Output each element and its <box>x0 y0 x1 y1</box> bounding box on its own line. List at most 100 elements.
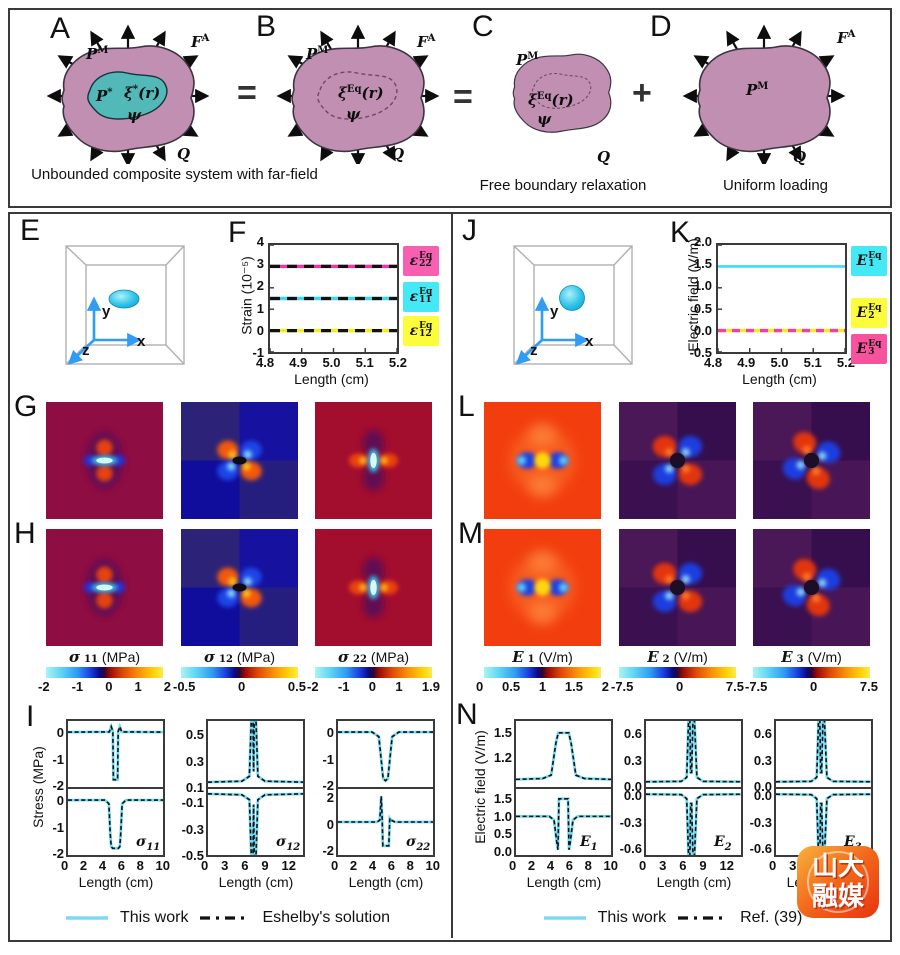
legend-this-work: This work <box>597 909 667 926</box>
label-d-pm: PM <box>746 81 769 99</box>
chip-eps11: ε Eq 11 <box>403 282 439 312</box>
blob-b-graphic <box>276 24 440 164</box>
heatmap-lobes <box>619 402 736 519</box>
caption-a: Unbounded composite system with far-fiel… <box>31 166 318 183</box>
n3-top-yticks: 0.6 0.3 0.0 <box>753 726 772 794</box>
operator-plus: + <box>632 74 652 112</box>
legend-eshelby: Eshelby's solution <box>262 909 391 926</box>
n1-tag: E1 <box>580 834 598 853</box>
colorbar-ticks-sigma22: -2 -1 0 1 1.9 <box>307 679 440 694</box>
k-plot <box>716 243 847 354</box>
axis-x-label: x <box>585 333 594 350</box>
panel-letter-k: K <box>670 216 691 249</box>
axis-z-label: z <box>82 342 90 359</box>
n2-tag: E2 <box>714 834 732 853</box>
heatmap-h-sigma12 <box>181 529 298 646</box>
legend-this-work: This work <box>119 909 189 926</box>
heatmap-g-sigma11 <box>46 402 163 519</box>
label-b-pm: PM <box>306 45 329 63</box>
f-xlabel: Length (cm) <box>294 371 369 387</box>
chip-eps12: ε Eq 12 <box>403 316 439 346</box>
i3-tag: σ22 <box>406 834 431 853</box>
i2-top-yticks: 0.5 0.3 0.1 <box>185 727 204 795</box>
n1-xlabel: Length (cm) <box>526 874 602 890</box>
heatmap-h-sigma22 <box>315 529 432 646</box>
legend-ref: Ref. (39) <box>740 909 803 926</box>
i1-top-yticks: 0 -1 -2 <box>52 725 64 793</box>
heatmap-lobes <box>753 402 870 519</box>
f-plot-canvas <box>270 245 397 352</box>
axis-x-label: x <box>137 333 146 350</box>
watermark-badge <box>797 846 879 918</box>
label-a-fa: FA <box>191 33 210 51</box>
label-c-psi: ψ <box>537 110 552 128</box>
legend-left: This work Eshelby's solution <box>10 906 444 930</box>
i3-xticks: 0 2 4 6 8 10 <box>331 858 440 873</box>
panel-letter-l: L <box>458 390 475 423</box>
plot-sigma12 <box>206 719 305 857</box>
center-divider <box>451 212 453 938</box>
panel-letter-f: F <box>228 216 247 249</box>
heatmap-m-e2 <box>619 529 736 646</box>
n2-top-yticks: 0.6 0.3 0.0 <box>623 726 642 794</box>
plot-sigma22 <box>336 719 435 857</box>
axis-y-label: y <box>102 303 111 320</box>
colorbar-ticks-e3: -7.5 0 7.5 <box>745 679 878 694</box>
f-yticks: 4 3 2 1 0 -1 <box>252 234 264 360</box>
this-work-line-sample <box>543 916 586 920</box>
i1-xlabel: Length (cm) <box>78 874 154 890</box>
colorbar-ticks-sigma11: -2 -1 0 1 2 <box>38 679 171 694</box>
cube-e-graphic: y x z <box>65 245 185 365</box>
label-a-q: Q <box>177 145 191 163</box>
n3-bot-yticks: 0.0 -0.3 -0.6 <box>749 788 772 856</box>
k-xticks: 4.8 4.9 5.0 5.1 5.2 <box>704 355 855 370</box>
i3-xlabel: Length (cm) <box>348 874 424 890</box>
watermark-text: 山大 融媒 <box>811 851 864 911</box>
blob-a-graphic <box>46 24 210 164</box>
axis-y-label: y <box>550 303 559 320</box>
k-yticks: 2.0 1.5 1.0 0.5 0.0 -0.5 <box>689 234 712 360</box>
f-xticks: 4.8 4.9 5.0 5.1 5.2 <box>256 355 407 370</box>
heatmap-lobes <box>181 402 298 519</box>
colorbar-ticks-e1: 0 0.5 1 1.5 2 <box>476 679 609 694</box>
colorbar-sigma22 <box>315 667 432 678</box>
legend-right: This work Ref. (39) <box>454 906 890 930</box>
blob-d-graphic <box>682 24 846 164</box>
colorbar-ticks-sigma12: -0.5 0 0.5 <box>173 679 306 694</box>
heatmap-h-sigma11 <box>46 529 163 646</box>
watermark-logo: 山大 融媒 <box>796 845 880 919</box>
this-work-line-sample <box>65 916 108 920</box>
panel-letter-j: J <box>462 214 477 247</box>
heatmap-l-e2 <box>619 402 736 519</box>
panel-letter-g: G <box>14 390 38 423</box>
blob-c-graphic <box>512 53 612 133</box>
plot-sigma11 <box>66 719 165 857</box>
label-b-psi: ψ <box>346 105 361 123</box>
i1-bot-yticks: 0 -1 -2 <box>52 793 64 861</box>
colorbar-ticks-e2: -7.5 0 7.5 <box>611 679 744 694</box>
panel-letter-n: N <box>456 698 478 731</box>
label-b-q: Q <box>391 145 405 163</box>
colorbar-e1 <box>484 667 601 678</box>
i1-xticks: 0 2 4 6 8 10 <box>61 858 170 873</box>
heatmap-lobes <box>84 559 125 616</box>
label-a-psi: ψ <box>127 106 142 124</box>
chip-e1: E Eq 1 <box>851 246 887 276</box>
panel-letter-i: I <box>26 700 35 733</box>
operator-equals-2: = <box>453 78 473 116</box>
colorbar-e3 <box>753 667 870 678</box>
n-ylabel: Electric field (V/m) <box>472 730 488 844</box>
i2-xlabel: Length (cm) <box>218 874 294 890</box>
colorbar-e2 <box>619 667 736 678</box>
n2-xticks: 0 3 6 9 12 <box>639 858 734 873</box>
label-d-q: Q <box>793 148 807 166</box>
label-a-pstar: P* <box>96 87 113 105</box>
k-plot-canvas <box>718 245 845 352</box>
plot-e3 <box>774 719 873 857</box>
colorbar-label-e2: E 2 (V/m) <box>647 648 708 666</box>
plot-e1 <box>514 719 613 857</box>
panel-letter-m: M <box>458 517 483 550</box>
n2-xlabel: Length (cm) <box>656 874 732 890</box>
plot-e2 <box>644 719 743 857</box>
